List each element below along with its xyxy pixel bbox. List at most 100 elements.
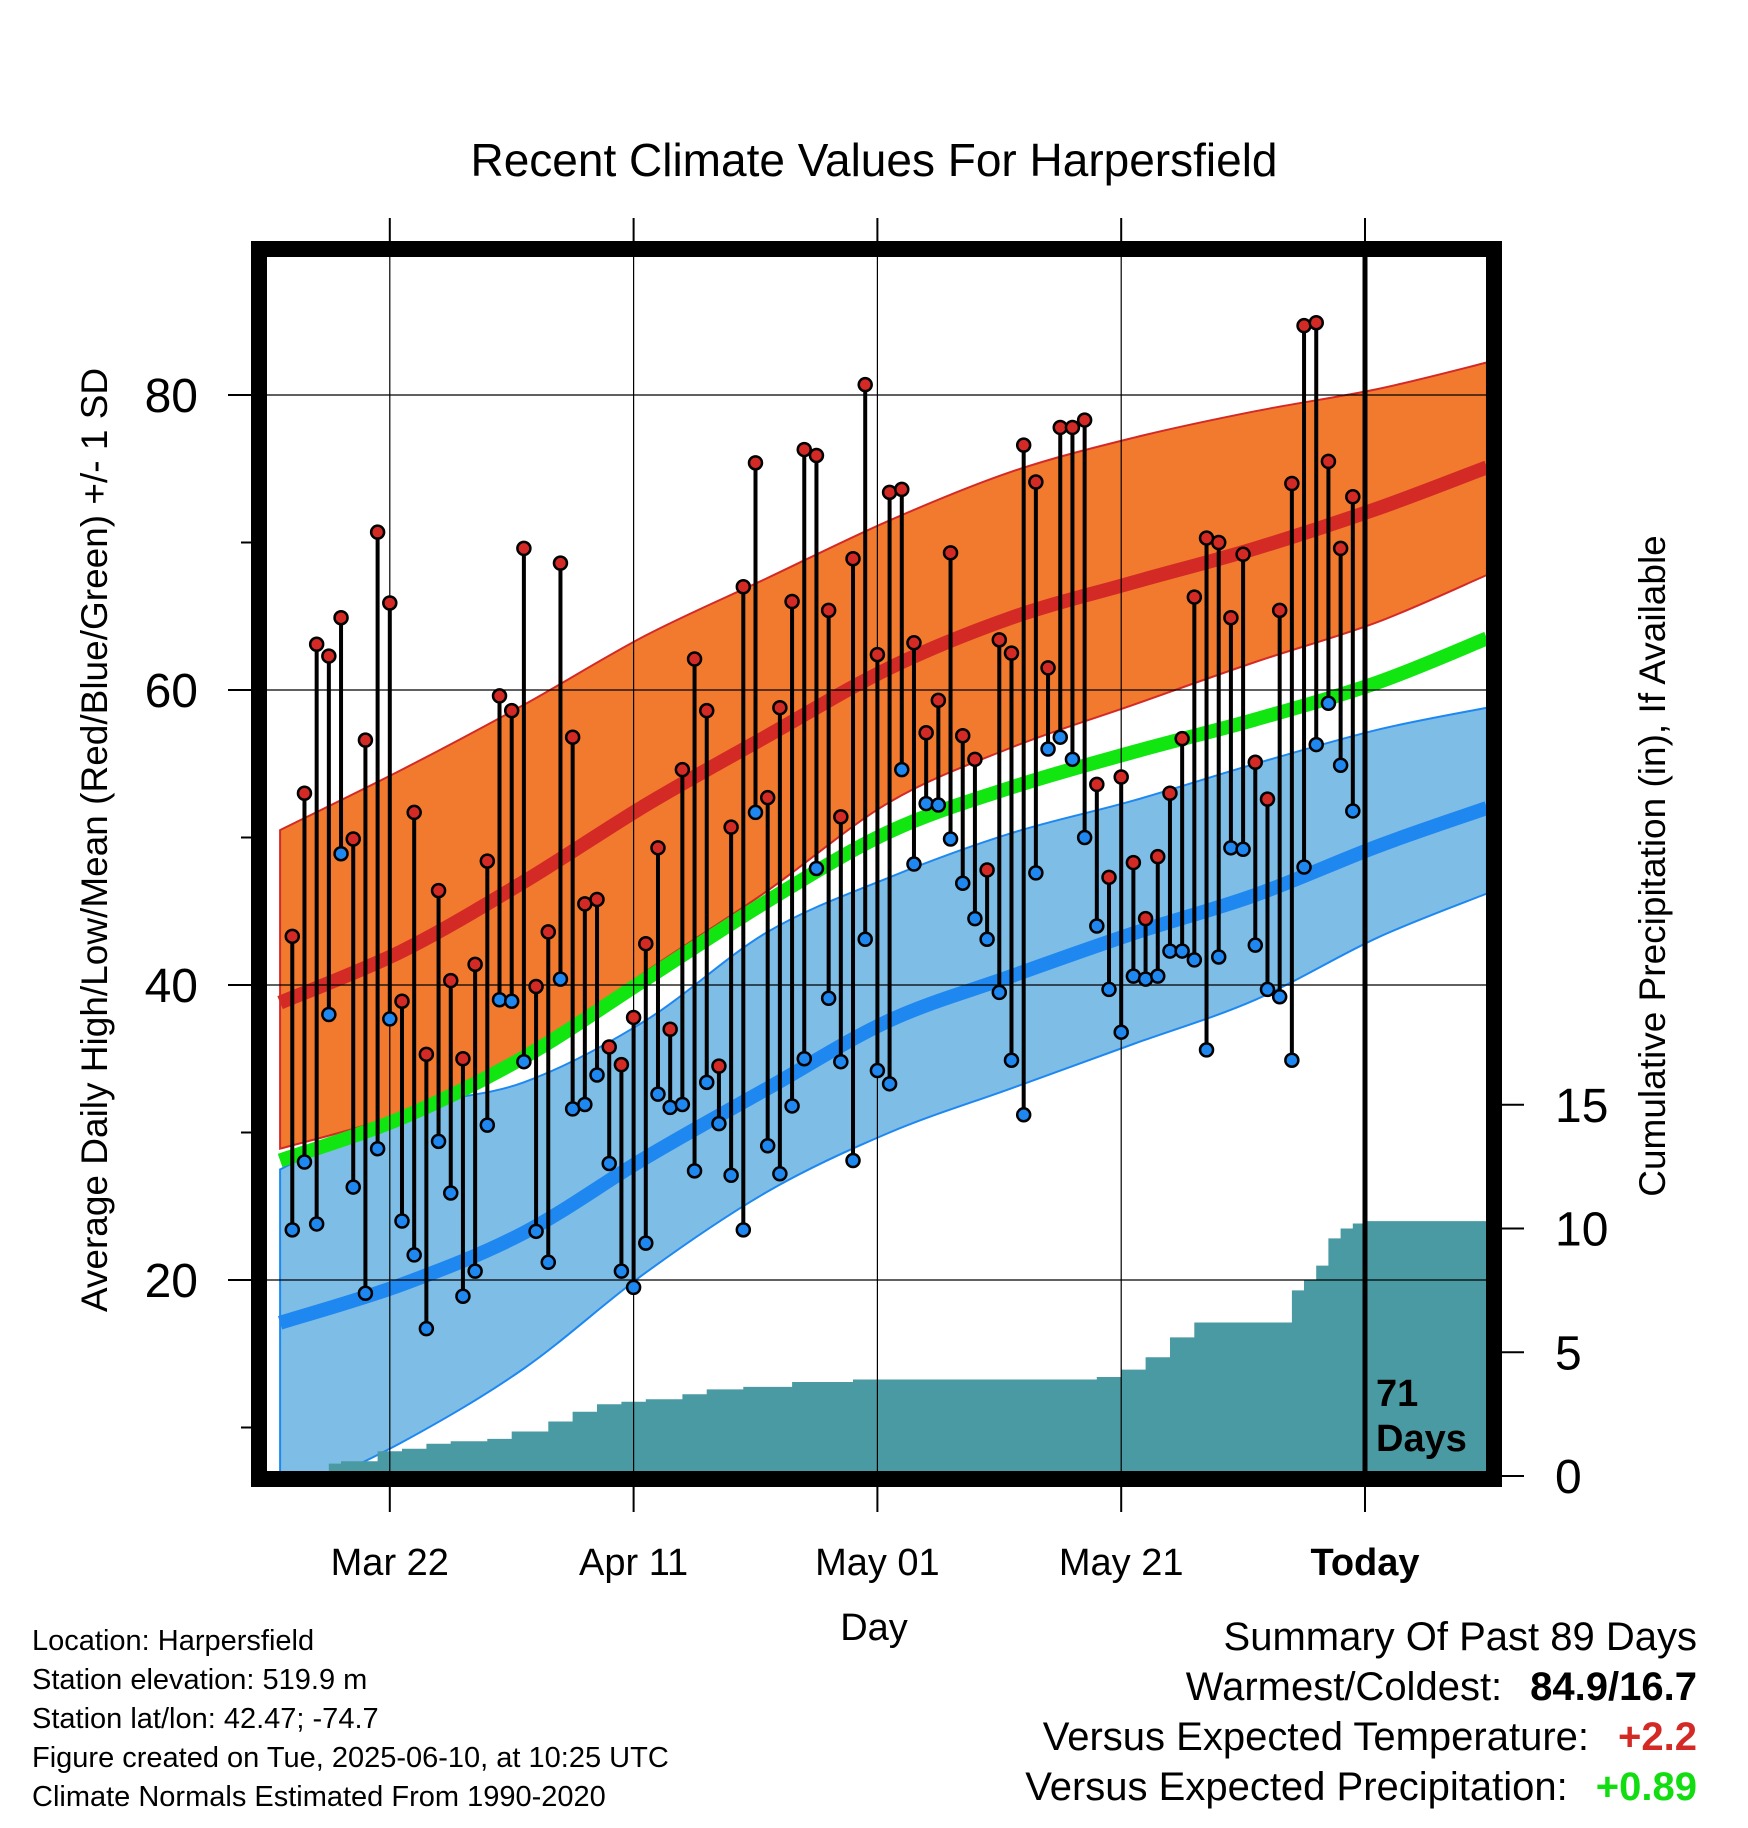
daily-low-point: [528, 1223, 544, 1240]
precip-departure-row: Versus Expected Precipitation: +0.89: [1025, 1762, 1697, 1812]
daily-high-point: [1064, 419, 1081, 436]
daily-low-point: [589, 1067, 605, 1083]
daily-high-point: [1125, 854, 1142, 871]
daily-low-point: [1284, 1052, 1300, 1068]
daily-high-point: [284, 928, 301, 945]
daily-high-point: [418, 1046, 435, 1063]
daily-high-point: [625, 1009, 642, 1026]
daily-low-point: [942, 831, 959, 847]
summary-panel: Summary Of Past 89 Days Warmest/Coldest:…: [1025, 1612, 1697, 1812]
daily-high-point: [455, 1051, 471, 1067]
daily-high-point: [564, 729, 581, 745]
daily-high-point: [1015, 437, 1032, 453]
daily-low-point: [284, 1222, 301, 1238]
daily-low-point: [894, 761, 910, 778]
y-tick-label: 20: [145, 1255, 198, 1308]
daily-high-point: [1235, 546, 1251, 563]
daily-high-point: [1223, 609, 1239, 626]
x-tick-label: May 21: [1059, 1542, 1184, 1584]
daily-high-point: [930, 692, 947, 709]
precip-departure-value: +0.89: [1595, 1765, 1697, 1809]
daily-high-point: [784, 593, 800, 610]
daily-low-point: [1003, 1052, 1020, 1068]
daily-high-point: [333, 609, 349, 626]
daily-high-point: [979, 862, 995, 878]
y2-tick-label: 10: [1555, 1204, 1608, 1257]
daily-high-point: [503, 702, 520, 719]
daily-low-point: [394, 1213, 410, 1229]
daily-low-point: [808, 860, 825, 877]
y2-tick-label: 5: [1555, 1327, 1582, 1380]
daily-high-point: [479, 853, 496, 869]
daily-high-point: [833, 809, 849, 825]
y2-axis-label: Cumulative Precipitation (in), If Availa…: [1632, 535, 1673, 1197]
daily-low-point: [1210, 949, 1227, 965]
daily-high-point: [1247, 754, 1264, 771]
daily-low-point: [625, 1279, 642, 1296]
daily-low-point: [1015, 1107, 1032, 1123]
daily-high-point: [1137, 910, 1154, 927]
daily-high-point: [711, 1058, 727, 1074]
daily-low-point: [698, 1074, 715, 1091]
normals-note-text: Climate Normals Estimated From 1990-2020: [32, 1781, 606, 1813]
daily-low-point: [1125, 968, 1142, 984]
daily-low-point: [772, 1166, 788, 1182]
x-tick-label: Mar 22: [331, 1542, 449, 1584]
daily-high-point: [345, 831, 361, 847]
x-tick-label: May 01: [815, 1542, 940, 1584]
daily-high-point: [1186, 589, 1203, 605]
temp-departure-label: Versus Expected Temperature:: [1042, 1715, 1589, 1759]
daily-high-point: [516, 540, 532, 557]
daily-high-point: [881, 484, 898, 501]
daily-high-point: [321, 648, 337, 664]
daily-low-point: [382, 1011, 398, 1027]
daily-low-point: [357, 1285, 374, 1302]
daily-high-point: [357, 732, 374, 748]
daily-low-point: [467, 1263, 483, 1279]
daily-low-point: [1150, 968, 1166, 984]
daily-high-point: [638, 935, 654, 952]
daily-low-point: [1028, 865, 1044, 881]
daily-high-point: [1076, 412, 1093, 428]
daily-low-point: [711, 1115, 727, 1132]
daily-low-point: [491, 992, 508, 1008]
y-tick-label: 60: [145, 665, 198, 718]
daily-low-point: [552, 971, 569, 987]
plot-frame: [251, 241, 1502, 1487]
daily-high-point: [796, 441, 813, 458]
x-tick-label: Apr 11: [579, 1542, 688, 1584]
daily-low-point: [455, 1288, 471, 1304]
x-axis-label: Day: [840, 1607, 908, 1649]
daily-low-point: [613, 1263, 630, 1279]
daily-high-point: [1284, 475, 1300, 492]
daily-low-point: [1186, 952, 1203, 968]
daily-low-point: [369, 1140, 386, 1157]
warm-cold-label: Warmest/Coldest:: [1185, 1665, 1503, 1709]
daily-high-point: [991, 632, 1008, 648]
daily-low-point: [443, 1185, 459, 1201]
daily-high-point: [406, 804, 422, 821]
daily-high-point: [698, 702, 715, 719]
daily-low-point: [747, 804, 764, 821]
daily-high-point: [528, 978, 544, 995]
daily-high-point: [443, 972, 459, 989]
temp-departure-value: +2.2: [1618, 1715, 1697, 1759]
daily-high-point: [1113, 769, 1129, 785]
daily-high-point: [613, 1056, 630, 1073]
daily-high-point: [747, 455, 764, 471]
chart-title: Recent Climate Values For Harpersfield: [470, 134, 1277, 186]
daily-low-point: [1174, 943, 1190, 959]
daily-low-point: [906, 856, 922, 872]
daily-low-point: [1052, 729, 1068, 745]
days-count-label: 71: [1376, 1373, 1418, 1415]
daily-high-point: [1259, 791, 1276, 807]
daily-low-point: [833, 1053, 849, 1070]
x-tick-label: Today: [1310, 1542, 1419, 1584]
daily-low-point: [674, 1096, 691, 1113]
y-axis-label: Average Daily High/Low/Mean (Red/Blue/Gr…: [74, 368, 115, 1312]
daily-high-point: [1089, 776, 1105, 793]
daily-low-point: [991, 984, 1008, 1001]
daily-high-point: [723, 819, 739, 835]
